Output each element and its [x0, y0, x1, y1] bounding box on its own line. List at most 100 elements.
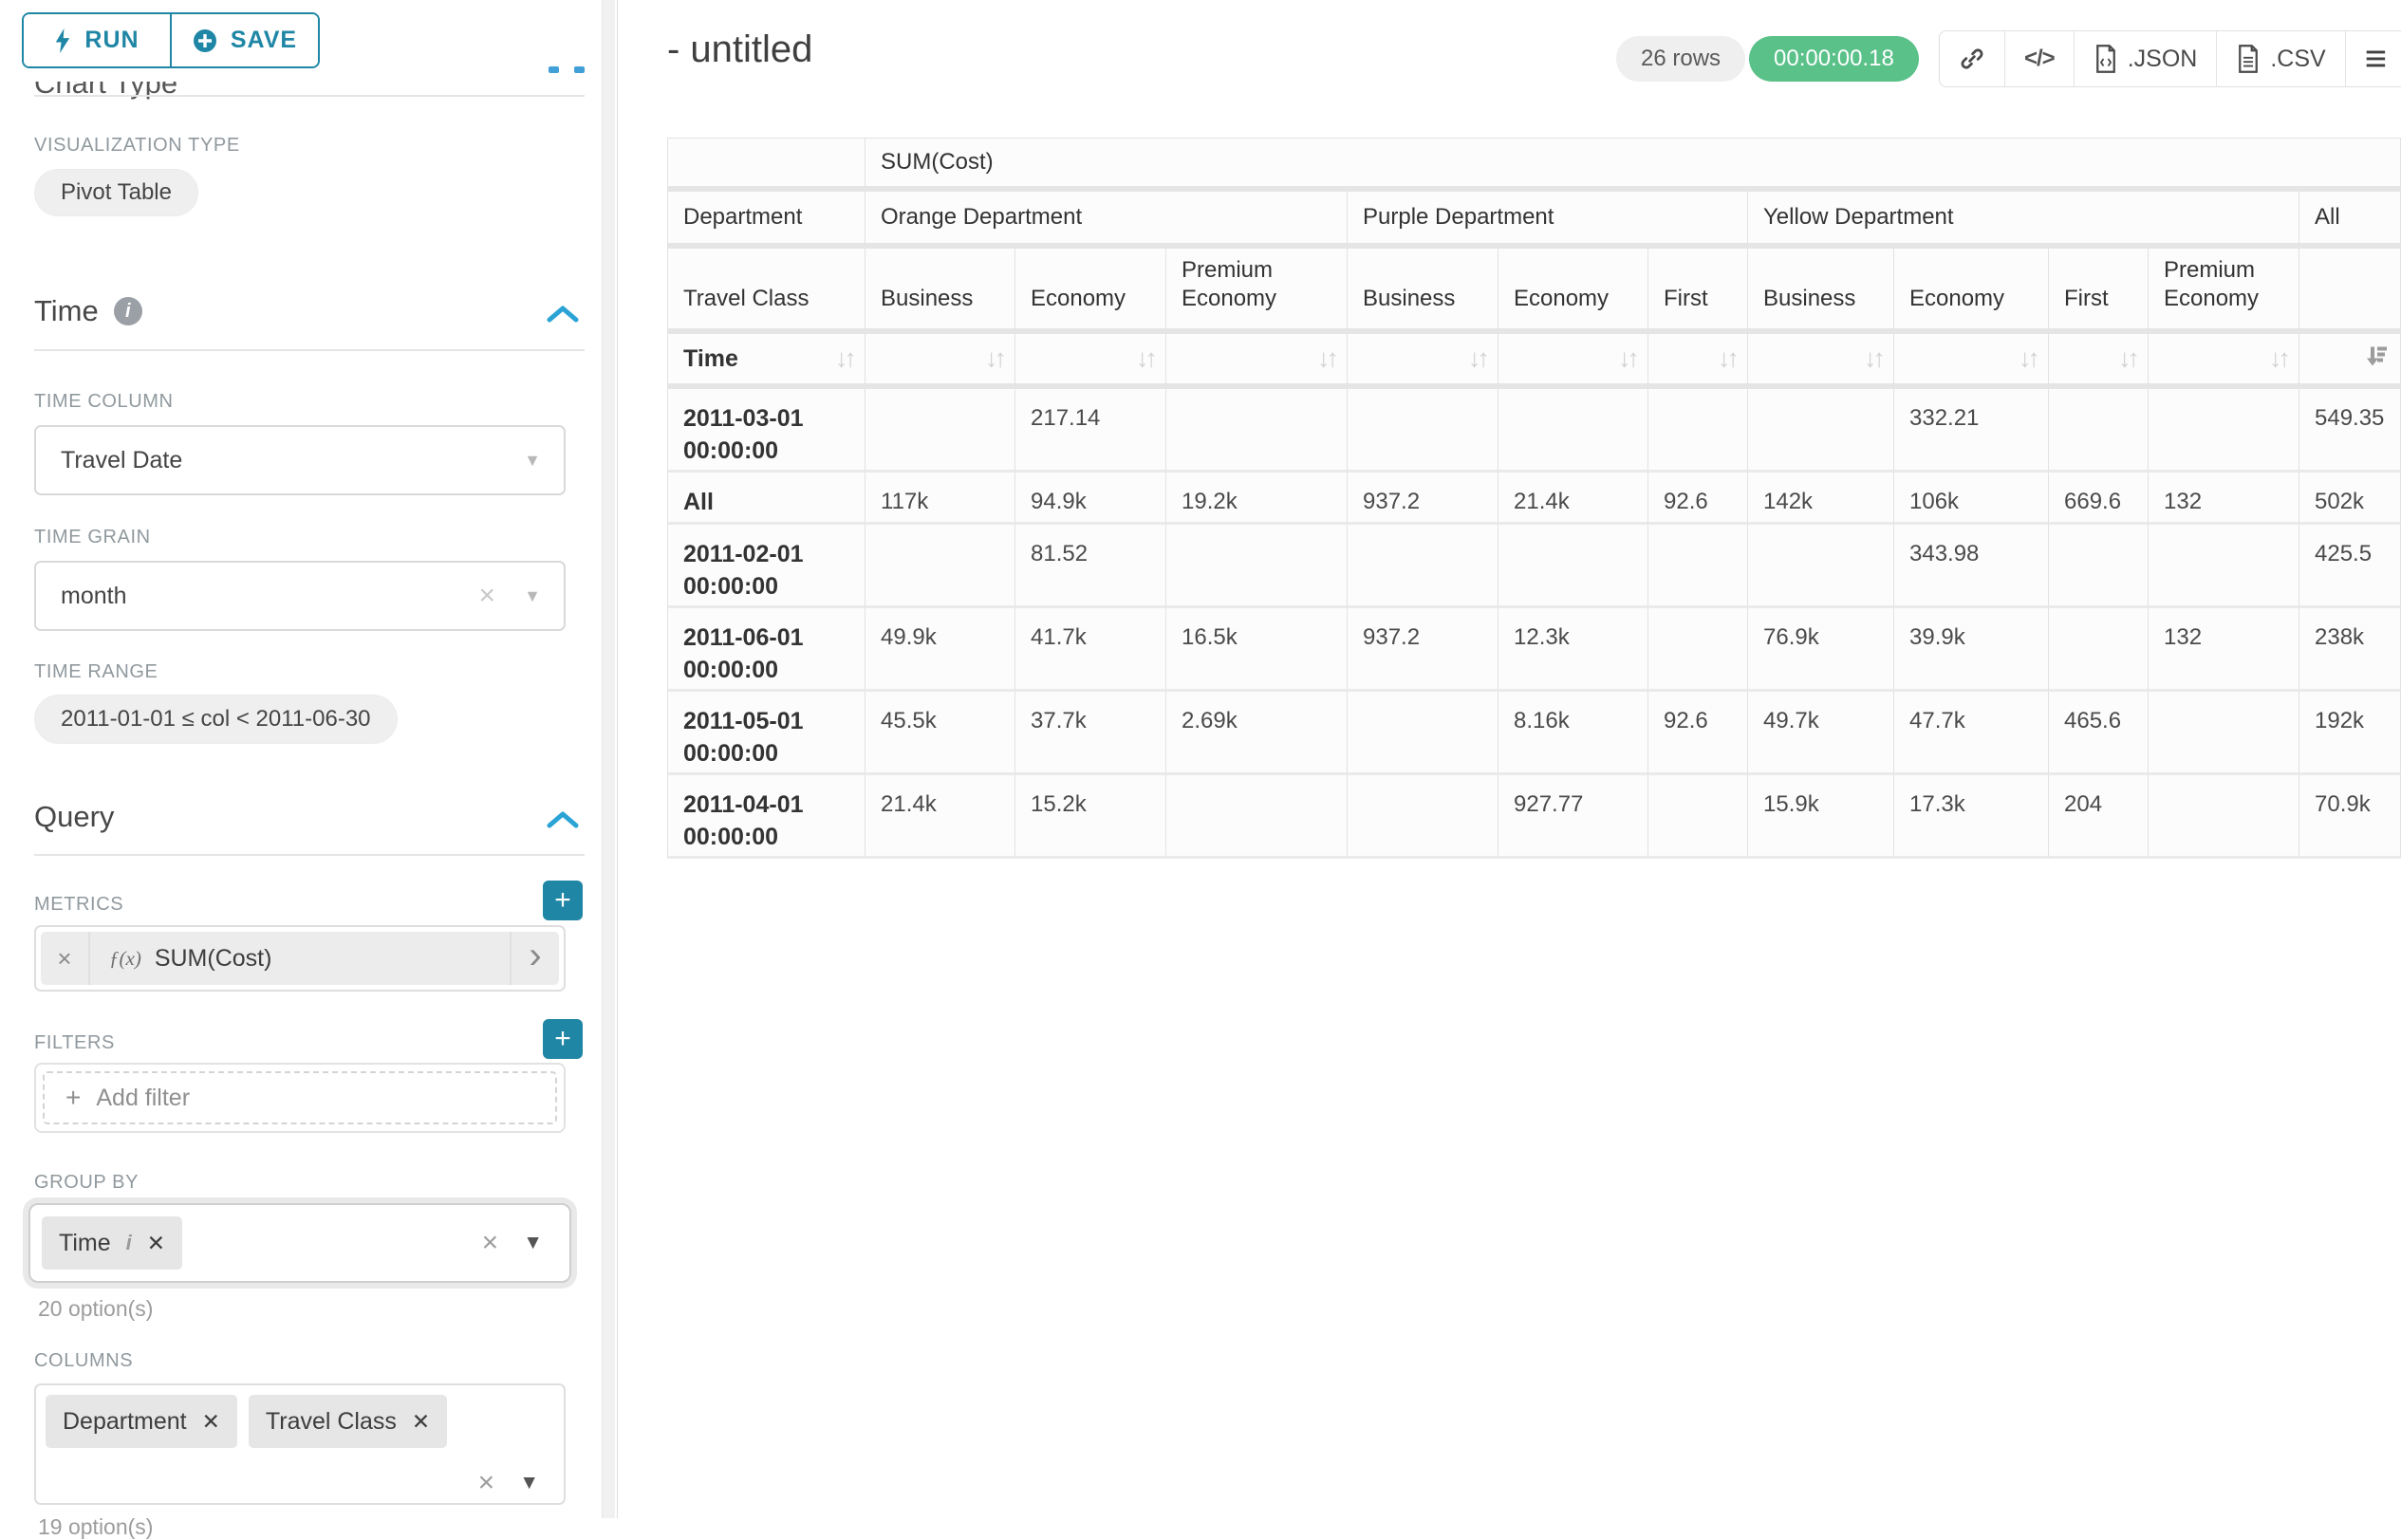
chevron-right-icon[interactable]: › [510, 932, 559, 985]
time-grain-label: TIME GRAIN [34, 527, 151, 547]
columns-chip-department[interactable]: Department ✕ [46, 1395, 237, 1448]
sort-header-cell[interactable] [2299, 334, 2401, 389]
control-panel-sidebar: Chart Type RUN SAVE VISUALIZATION TYPE P… [0, 0, 617, 1539]
value-cell [1648, 389, 1748, 473]
group-by-select[interactable]: Time i ✕ × ▼ [28, 1203, 571, 1283]
value-cell: 132 [2149, 608, 2299, 692]
info-icon[interactable]: i [113, 297, 142, 325]
clear-icon[interactable]: × [477, 1467, 495, 1498]
panel-divider [617, 0, 618, 1518]
embed-code-button[interactable]: </> [2004, 31, 2074, 86]
sort-icon[interactable]: ↓↑ [985, 343, 1007, 373]
chevron-up-icon[interactable] [547, 809, 579, 830]
value-cell: 15.2k [1015, 775, 1166, 859]
sort-icon[interactable]: ↓↑ [2118, 343, 2140, 373]
sort-header-cell[interactable]: ↓↑ [2049, 334, 2149, 389]
sort-header-cell[interactable]: ↓↑ [1498, 334, 1648, 389]
metric-pill[interactable]: × ƒ(x) SUM(Cost) › [41, 932, 559, 985]
fx-icon: ƒ(x) [109, 946, 141, 970]
value-cell: 204 [2049, 775, 2149, 859]
time-range-label: TIME RANGE [34, 661, 158, 682]
caret-down-icon: ▼ [524, 450, 541, 470]
sort-header-cell[interactable]: ↓↑ [2149, 334, 2299, 389]
sort-header-cell[interactable]: ↓↑ [1348, 334, 1498, 389]
sort-header-cell[interactable]: ↓↑ [1015, 334, 1166, 389]
time-column-select[interactable]: Travel Date ▼ [34, 425, 566, 495]
time-sort-header[interactable]: Time ↓↑ [667, 334, 865, 389]
value-cell: 142k [1748, 473, 1894, 525]
sort-icon[interactable]: ↓↑ [2019, 343, 2040, 373]
sort-icon[interactable]: ↓↑ [1718, 343, 1740, 373]
col-header: Economy [1894, 249, 2049, 334]
group-by-option-count: 20 option(s) [38, 1296, 154, 1321]
sort-icon[interactable]: ↓↑ [1468, 343, 1490, 373]
chevron-up-icon[interactable] [547, 304, 579, 325]
remove-metric-icon[interactable]: × [41, 932, 90, 985]
sort-icon[interactable]: ↓↑ [835, 343, 857, 373]
value-cell: 21.4k [865, 775, 1015, 859]
sort-icon[interactable]: ↓↑ [1864, 343, 1886, 373]
caret-down-icon[interactable]: ▼ [519, 1472, 539, 1494]
value-cell [1648, 775, 1748, 859]
value-cell: 937.2 [1348, 608, 1498, 692]
value-cell [1348, 775, 1498, 859]
row-label: 2011-04-01 00:00:00 [667, 775, 865, 859]
sidebar-scrollbar[interactable] [602, 0, 615, 1518]
table-row: 2011-06-01 00:00:00 49.9k 41.7k 16.5k 937.2 1… [667, 608, 2401, 692]
export-json-button[interactable]: .JSON [2073, 31, 2217, 86]
remove-chip-icon[interactable]: ✕ [201, 1408, 220, 1434]
col-header [2299, 249, 2401, 334]
sort-header-cell[interactable]: ↓↑ [1166, 334, 1348, 389]
link-icon [1961, 48, 1983, 69]
sort-descending-icon[interactable] [2364, 343, 2389, 375]
value-cell: 92.6 [1648, 692, 1748, 775]
run-button[interactable]: RUN [24, 14, 170, 66]
lightning-icon [56, 28, 70, 53]
caret-down-icon[interactable]: ▼ [523, 1232, 543, 1253]
sort-header-cell[interactable]: ↓↑ [1748, 334, 1894, 389]
add-metric-button[interactable]: + [543, 881, 583, 920]
sort-header-cell[interactable]: ↓↑ [865, 334, 1015, 389]
time-range-pill[interactable]: 2011-01-01 ≤ col < 2011-06-30 [34, 695, 398, 744]
value-cell [2149, 525, 2299, 608]
sort-icon[interactable]: ↓↑ [1136, 343, 1158, 373]
row-label: 2011-03-01 00:00:00 [667, 389, 865, 473]
code-icon: </> [2024, 46, 2056, 71]
value-cell: 16.5k [1166, 608, 1348, 692]
sort-icon[interactable]: ↓↑ [1618, 343, 1640, 373]
clear-icon[interactable]: × [478, 580, 495, 611]
sort-icon[interactable]: ↓↑ [2269, 343, 2291, 373]
run-save-button-group: RUN SAVE [22, 12, 320, 68]
remove-chip-icon[interactable]: ✕ [146, 1230, 166, 1255]
value-cell [1348, 525, 1498, 608]
sort-header-cell[interactable]: ↓↑ [1894, 334, 2049, 389]
columns-chip-travel-class[interactable]: Travel Class ✕ [248, 1395, 448, 1448]
sort-header-cell[interactable]: ↓↑ [1648, 334, 1748, 389]
add-filter-dropzone[interactable]: + Add filter [43, 1071, 557, 1124]
copy-link-button[interactable] [1940, 31, 2004, 86]
remove-chip-icon[interactable]: ✕ [411, 1408, 431, 1434]
columns-option-count: 19 option(s) [38, 1514, 154, 1539]
add-filter-button[interactable]: + [543, 1019, 583, 1059]
caret-down-icon: ▼ [524, 585, 541, 605]
viz-type-pill[interactable]: Pivot Table [34, 169, 198, 216]
col-header: Business [865, 249, 1015, 334]
time-section-title: Time i [34, 294, 142, 328]
value-cell [1498, 525, 1648, 608]
time-grain-select[interactable]: month × ▼ [34, 561, 566, 631]
export-csv-button[interactable]: .CSV [2216, 31, 2344, 86]
menu-button[interactable]: ≡ [2344, 31, 2401, 86]
save-button[interactable]: SAVE [170, 14, 318, 66]
metric-name: SUM(Cost) [154, 944, 272, 972]
value-cell: 343.98 [1894, 525, 2049, 608]
value-cell: 117k [865, 473, 1015, 525]
sort-icon[interactable]: ↓↑ [1317, 343, 1339, 373]
value-cell: 19.2k [1166, 473, 1348, 525]
value-cell: 425.5 [2299, 525, 2401, 608]
value-cell [2149, 692, 2299, 775]
divider [34, 95, 585, 97]
visualization-type-label: VISUALIZATION TYPE [34, 135, 240, 156]
columns-select[interactable]: Department ✕ Travel Class ✕ × ▼ [34, 1383, 566, 1505]
clear-icon[interactable]: × [481, 1227, 499, 1258]
group-by-chip-time[interactable]: Time i ✕ [42, 1216, 183, 1270]
